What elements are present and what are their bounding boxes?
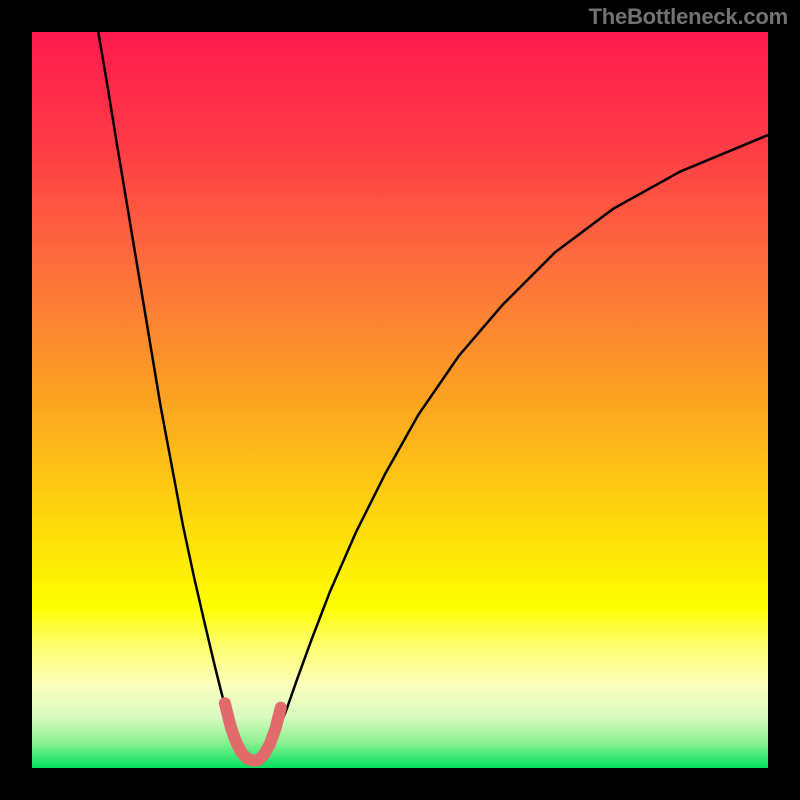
watermark-label: TheBottleneck.com	[588, 4, 788, 30]
bottleneck-curve-chart	[0, 0, 800, 800]
bottleneck-chart-card: TheBottleneck.com	[0, 0, 800, 800]
plot-gradient-background	[32, 32, 768, 768]
